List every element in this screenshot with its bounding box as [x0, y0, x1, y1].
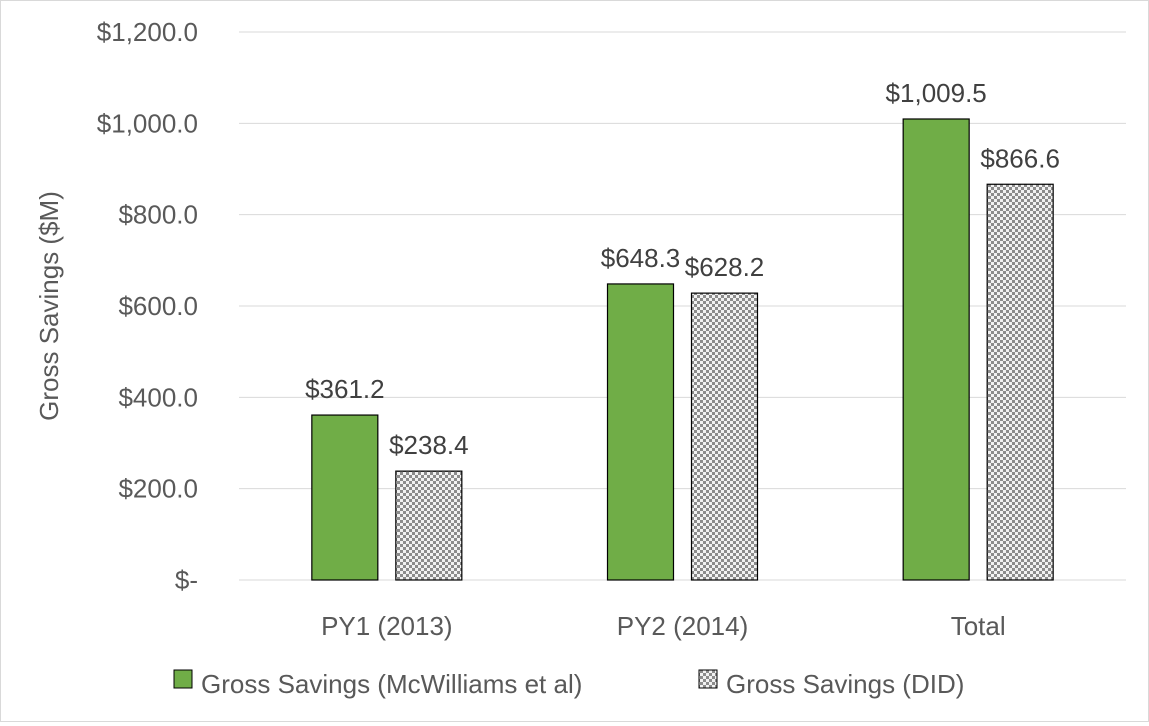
data-label: $866.6: [980, 143, 1060, 173]
x-tick-label: PY1 (2013): [321, 611, 453, 641]
y-tick-label: $400.0: [118, 382, 198, 412]
data-label: $238.4: [389, 430, 469, 460]
bar-did: [690, 292, 759, 581]
y-tick-label: $-: [175, 565, 198, 595]
data-label: $648.3: [601, 243, 681, 273]
y-tick-label: $200.0: [118, 474, 198, 504]
bar-mcwilliams: [902, 118, 970, 581]
y-tick-label: $800.0: [118, 200, 198, 230]
legend: Gross Savings (McWilliams et al) Gross S…: [173, 669, 964, 699]
legend-label-did: Gross Savings (DID): [726, 669, 964, 699]
x-tick-label: PY2 (2014): [617, 611, 749, 641]
y-tick-label: $1,200.0: [97, 17, 198, 47]
bar-mcwilliams: [311, 414, 379, 581]
bar-did: [986, 183, 1054, 581]
legend-label-mcwilliams: Gross Savings (McWilliams et al): [201, 669, 582, 699]
y-tick-label: $1,000.0: [97, 108, 198, 138]
x-axis-ticks: PY1 (2013) PY2 (2014) Total: [321, 611, 1006, 641]
data-labels: $361.2$238.4 $648.3 $628.2 $1,009.5 $866.6: [305, 78, 1060, 460]
gridlines: [239, 31, 1126, 581]
y-axis-label: Gross Savings ($M): [34, 191, 64, 421]
legend-swatch-mcwilliams: [173, 669, 193, 689]
x-tick-label: Total: [951, 611, 1006, 641]
bar-mcwilliams: [606, 283, 675, 581]
y-axis-ticks: $- $200.0 $400.0 $600.0 $800.0 $1,000.0 $1,200…: [97, 17, 198, 595]
data-label: $1,009.5: [886, 78, 987, 108]
data-label: $361.2: [305, 374, 385, 404]
y-tick-label: $600.0: [118, 291, 198, 321]
data-label: $628.2: [685, 252, 765, 282]
legend-swatch-did: [698, 669, 718, 689]
bar-did: [395, 470, 463, 581]
bars: [311, 118, 1054, 581]
